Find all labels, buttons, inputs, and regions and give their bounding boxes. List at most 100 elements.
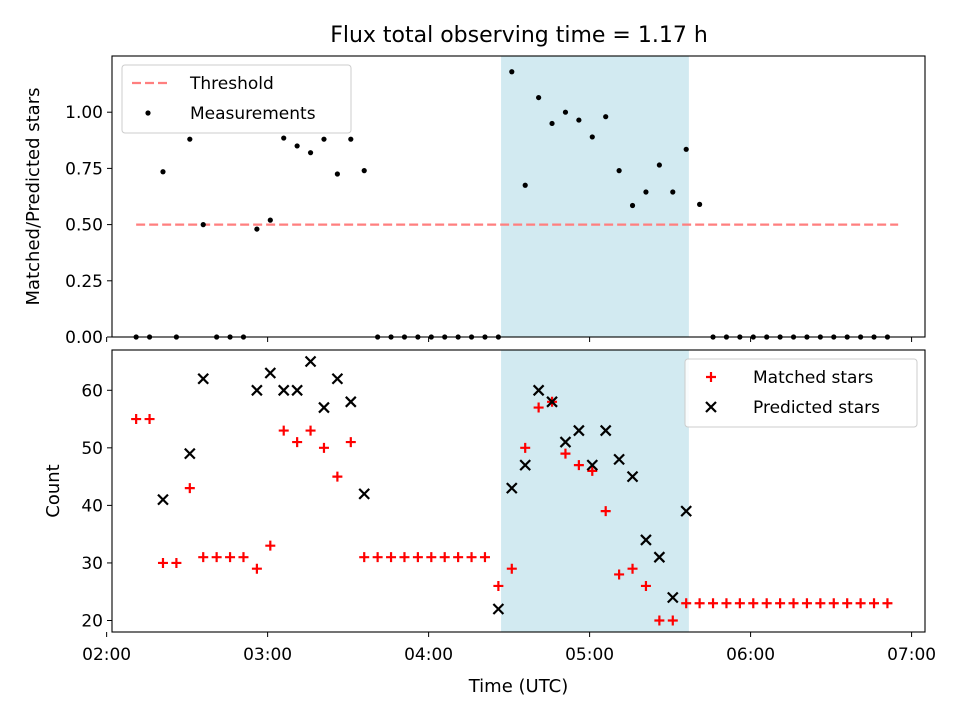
matched-star-marker [386,552,397,563]
matched-star-marker [131,414,142,425]
predicted-star-marker [519,459,531,471]
predicted-star-marker [532,384,545,397]
measurement-point [670,189,676,195]
matched-star-marker [801,598,812,609]
predicted-star-marker [559,436,572,448]
matched-star-marker [399,552,410,563]
bottom-ytick-label: 60 [81,381,103,401]
predicted-star-marker [653,551,666,563]
measurement-point [348,136,354,142]
measurement-point [361,168,367,174]
top-ytick-label: 0.75 [65,159,103,179]
predicted-star-marker [318,401,330,414]
matched-star-marker [318,442,329,453]
legend-label: Matched stars [753,368,873,388]
predicted-star-marker [667,591,679,604]
measurement-point [589,134,595,140]
xlabel: Time (UTC) [468,676,569,697]
matched-star-marker [251,563,262,574]
predicted-star-marker [586,459,599,471]
xtick-label: 05:00 [565,645,614,665]
matched-star-marker [627,563,638,574]
matched-star-marker [520,442,531,453]
matched-star-marker [426,552,437,563]
measurement-point [522,182,528,188]
bottom-series-predicted-stars [157,355,692,615]
measurement-point [656,162,662,168]
predicted-star-marker [184,447,196,460]
predicted-star-marker [680,505,692,517]
measurement-point [294,143,300,149]
top-ytick-label: 0.00 [65,328,103,348]
xtick-label: 06:00 [726,645,775,665]
predicted-star-marker [264,367,277,379]
predicted-star-marker [640,534,652,546]
bottom-series-matched-stars [131,396,893,626]
xtick-label: 04:00 [404,645,453,665]
matched-star-marker [412,552,423,563]
matched-star-marker [681,598,692,609]
matched-star-marker [775,598,786,609]
matched-star-marker [265,540,276,551]
legend-label: Threshold [189,74,274,94]
predicted-star-marker [626,470,639,483]
matched-star-marker [761,598,772,609]
bottom-ytick-label: 20 [81,611,103,631]
matched-star-marker [493,580,504,591]
xtick-label: 03:00 [243,645,292,665]
matched-star-marker [211,552,222,563]
matched-star-marker [614,569,625,580]
predicted-star-marker [291,384,303,397]
predicted-star-marker [331,372,344,385]
matched-star-marker [453,552,464,563]
matched-star-marker [640,580,651,591]
bottom-ytick-label: 30 [81,554,103,574]
measurement-point [603,114,609,120]
legend-label: Predicted stars [753,398,880,418]
predicted-star-marker [157,493,169,506]
predicted-star-marker [546,396,558,408]
matched-star-marker [828,598,839,609]
matched-star-marker [359,552,370,563]
top-ytick-label: 1.00 [65,103,103,123]
matched-star-marker [788,598,799,609]
predicted-star-marker [599,424,612,437]
measurement-point [254,226,260,232]
legend-box [684,358,918,428]
predicted-star-marker [345,396,357,408]
matched-star-marker [734,598,745,609]
bottom-observing-span [501,350,689,632]
top-axes-frame [111,55,926,338]
top-ytick-label: 0.50 [65,216,103,236]
matched-star-marker [305,425,316,436]
matched-star-marker [479,552,490,563]
matched-star-marker [869,598,880,609]
matched-star-marker [600,506,611,517]
top-observing-span [501,56,689,337]
matched-star-marker [439,552,450,563]
measurement-point [187,136,193,142]
legend-box [121,64,352,134]
matched-star-marker [573,460,584,471]
matched-star-marker [560,448,571,459]
measurement-point [281,135,287,141]
measurement-point [629,202,636,209]
measurement-point [643,189,649,195]
matched-star-marker [372,552,383,563]
measurement-point [321,136,327,142]
bottom-axes-frame [111,349,926,633]
matched-star-marker [345,437,356,448]
matched-star-marker [506,563,517,574]
matched-star-marker [855,598,866,609]
matched-star-marker [198,552,209,563]
matched-star-marker [278,425,289,436]
matched-star-marker [654,615,665,626]
xtick-label: 02:00 [82,645,131,665]
measurement-point [616,168,622,174]
measurement-point [683,146,689,152]
measurement-point [334,171,340,177]
matched-star-marker [882,598,893,609]
measurement-point [576,117,582,123]
legend-predicted-swatch [705,401,717,413]
